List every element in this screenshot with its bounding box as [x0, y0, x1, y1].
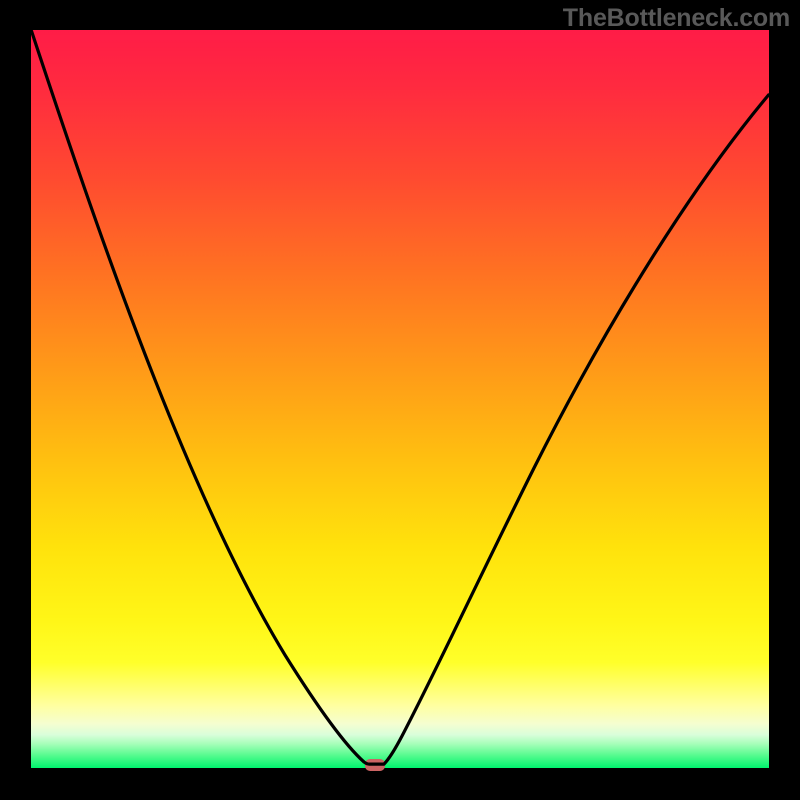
bottleneck-chart — [0, 0, 800, 800]
plot-area-background — [31, 30, 769, 768]
chart-container: TheBottleneck.com — [0, 0, 800, 800]
watermark-text: TheBottleneck.com — [563, 4, 790, 33]
